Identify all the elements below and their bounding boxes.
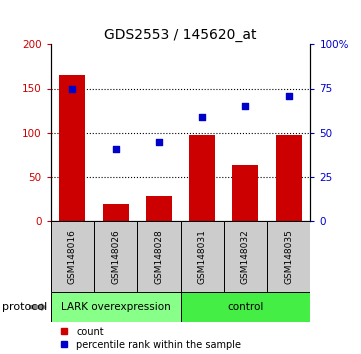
Text: GSM148032: GSM148032 [241,229,250,284]
Text: GSM148016: GSM148016 [68,229,77,284]
Text: GSM148028: GSM148028 [155,229,163,284]
Bar [276,135,302,221]
Bar [51,221,94,292]
Text: control: control [227,302,264,312]
Bar [267,221,310,292]
Legend: count, percentile rank within the sample: count, percentile rank within the sample [50,323,245,353]
Bar [189,135,215,221]
Point [286,93,292,98]
Text: GSM148031: GSM148031 [198,229,206,284]
Bar [59,75,85,221]
Point [243,103,248,109]
Text: protocol: protocol [2,302,47,312]
Point [156,139,162,144]
Bar [224,221,267,292]
Point [199,114,205,120]
Text: GSM148035: GSM148035 [284,229,293,284]
Bar [137,221,180,292]
Point [69,86,75,91]
Point [113,146,118,152]
Bar [51,292,180,322]
Bar [146,196,172,221]
Bar [232,166,258,221]
Title: GDS2553 / 145620_at: GDS2553 / 145620_at [104,28,257,42]
Bar [180,292,310,322]
Bar [94,221,137,292]
Text: LARK overexpression: LARK overexpression [61,302,170,312]
Text: GSM148026: GSM148026 [111,229,120,284]
Bar [103,204,129,221]
Bar [180,221,224,292]
